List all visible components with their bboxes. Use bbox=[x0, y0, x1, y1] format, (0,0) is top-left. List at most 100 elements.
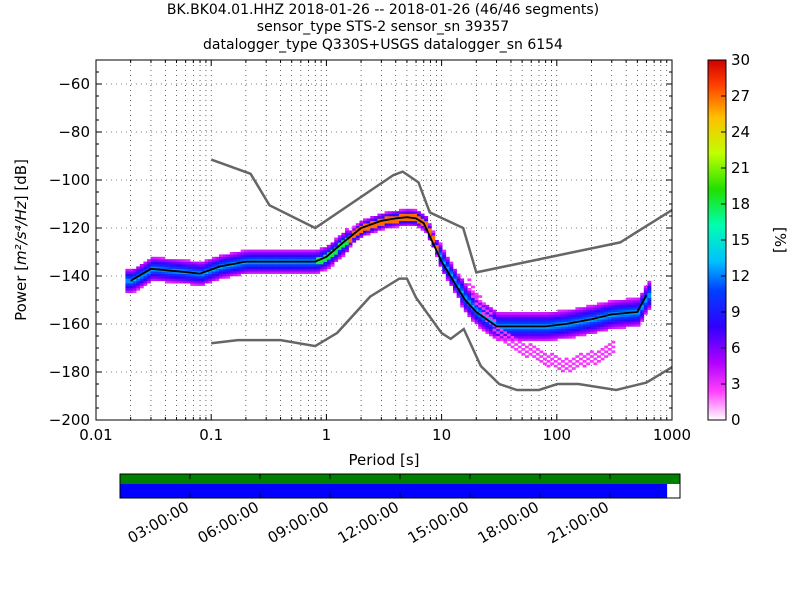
heatmap-cell bbox=[510, 326, 515, 330]
heatmap-cell bbox=[467, 288, 472, 291]
heatmap-cell bbox=[233, 252, 238, 255]
heatmap-cell bbox=[460, 300, 465, 303]
heatmap-cell bbox=[539, 319, 544, 322]
heatmap-cell bbox=[309, 271, 313, 274]
heatmap-cell bbox=[327, 244, 331, 248]
heatmap-cell bbox=[568, 319, 573, 322]
heatmap-cell bbox=[622, 302, 627, 306]
heatmap-cell bbox=[553, 312, 558, 315]
heatmap-cell bbox=[582, 328, 587, 332]
heatmap-cell bbox=[492, 333, 497, 337]
heatmap-cell bbox=[514, 331, 519, 334]
heatmap-cell bbox=[345, 247, 349, 250]
heatmap-cell bbox=[597, 307, 601, 310]
heatmap-cell bbox=[636, 319, 641, 322]
heatmap-cell bbox=[499, 319, 504, 322]
heatmap-cell bbox=[319, 259, 324, 262]
heatmap-cell bbox=[226, 261, 231, 265]
heatmap-cell bbox=[175, 273, 180, 277]
heatmap-cell bbox=[625, 324, 630, 327]
heatmap-cell bbox=[600, 352, 605, 356]
heatmap-cell bbox=[507, 321, 511, 325]
heatmap-cell bbox=[240, 259, 245, 262]
heatmap-cell bbox=[197, 264, 202, 267]
heatmap-cell bbox=[251, 271, 256, 274]
heatmap-cell bbox=[319, 266, 324, 270]
heatmap-cell bbox=[510, 319, 515, 322]
heatmap-cell bbox=[255, 249, 259, 253]
heatmap-cell bbox=[571, 362, 576, 366]
heatmap-cell bbox=[337, 256, 342, 260]
heatmap-cell bbox=[409, 220, 414, 224]
heatmap-cell bbox=[543, 362, 547, 366]
heatmap-cell bbox=[229, 268, 234, 272]
heatmap-cell bbox=[211, 261, 216, 265]
y-tick-label: −100 bbox=[49, 171, 90, 189]
heatmap-cell bbox=[510, 331, 515, 334]
heatmap-cell bbox=[373, 218, 378, 222]
heatmap-cell bbox=[528, 333, 533, 337]
heatmap-cell bbox=[474, 309, 479, 313]
heatmap-cell bbox=[190, 266, 195, 270]
heatmap-cell bbox=[521, 312, 526, 315]
heatmap-cell bbox=[615, 307, 619, 310]
heatmap-cell bbox=[535, 336, 540, 339]
heatmap-cell bbox=[283, 259, 288, 262]
heatmap-cell bbox=[312, 249, 317, 253]
heatmap-cell bbox=[190, 261, 195, 265]
heatmap-cell bbox=[287, 252, 292, 255]
heatmap-cell bbox=[258, 264, 263, 267]
heatmap-cell bbox=[643, 304, 648, 308]
heatmap-cell bbox=[417, 220, 421, 224]
heatmap-cell bbox=[607, 326, 612, 330]
heatmap-cell bbox=[532, 336, 537, 339]
heatmap-cell bbox=[287, 256, 292, 260]
heatmap-cell bbox=[514, 312, 519, 315]
heatmap-cell bbox=[636, 324, 641, 327]
heatmap-cell bbox=[341, 252, 346, 255]
heatmap-cell bbox=[363, 230, 367, 234]
heatmap-cell bbox=[240, 264, 245, 267]
heatmap-cell bbox=[244, 271, 249, 274]
heatmap-cell bbox=[543, 321, 547, 325]
heatmap-cell bbox=[489, 312, 493, 315]
heatmap-cell bbox=[280, 259, 285, 262]
heatmap-cell bbox=[557, 319, 562, 322]
heatmap-cell bbox=[420, 225, 425, 229]
heatmap-cell bbox=[247, 266, 252, 270]
heatmap-cell bbox=[280, 261, 285, 265]
heatmap-cell bbox=[309, 259, 313, 262]
heatmap-cell bbox=[503, 312, 508, 315]
heatmap-cell bbox=[150, 261, 155, 265]
axes: 0.01 0.1 1 10 100 1000−200−180−160−140−120−10… bbox=[49, 59, 691, 444]
heatmap-cell bbox=[582, 307, 587, 310]
heatmap-cell bbox=[611, 309, 616, 313]
heatmap-cell bbox=[568, 336, 573, 339]
heatmap-cell bbox=[298, 252, 303, 255]
heatmap-cell bbox=[154, 278, 159, 282]
heatmap-cell bbox=[384, 220, 389, 224]
heatmap-cell bbox=[507, 336, 511, 339]
heatmap-cell bbox=[226, 271, 231, 274]
heatmap-cell bbox=[589, 324, 594, 327]
heatmap-cell bbox=[528, 328, 533, 332]
heatmap-cell bbox=[226, 254, 231, 258]
heatmap-cell bbox=[586, 362, 591, 366]
heatmap-cell bbox=[589, 312, 594, 315]
heatmap-cell bbox=[175, 268, 180, 272]
heatmap-cell bbox=[474, 297, 479, 301]
heatmap-cell bbox=[334, 252, 339, 255]
heatmap-cell bbox=[535, 312, 540, 315]
heatmap-cell bbox=[543, 336, 547, 339]
colorbar-tick-label: 12 bbox=[731, 267, 750, 285]
heatmap-cell bbox=[611, 300, 616, 303]
heatmap-cell bbox=[525, 321, 529, 325]
heatmap-cell bbox=[409, 208, 414, 212]
heatmap-cell bbox=[485, 324, 490, 327]
heatmap-cell bbox=[208, 259, 213, 262]
heatmap-cell bbox=[150, 276, 155, 279]
heatmap-cell bbox=[499, 336, 504, 339]
heatmap-cell bbox=[420, 216, 425, 219]
heatmap-cell bbox=[546, 321, 551, 325]
heatmap-cell bbox=[474, 321, 479, 325]
